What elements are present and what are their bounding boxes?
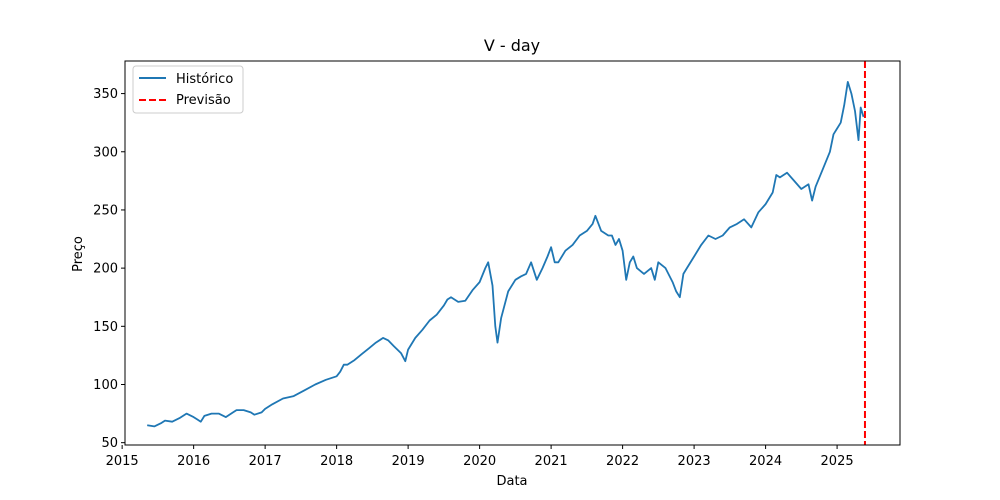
y-tick-label: 50	[101, 436, 118, 451]
chart-title: V - day	[484, 36, 540, 55]
x-tick-label: 2021	[535, 454, 568, 469]
x-tick-label: 2018	[320, 454, 353, 469]
x-tick-label: 2023	[678, 454, 711, 469]
y-tick-label: 250	[93, 203, 118, 218]
x-tick-label: 2024	[749, 454, 782, 469]
y-tick-label: 150	[93, 320, 118, 335]
x-tick-label: 2022	[606, 454, 639, 469]
series-line-historico	[147, 81, 865, 428]
plot-area	[147, 61, 866, 445]
legend-label-historico: Histórico	[176, 72, 233, 87]
y-tick-label: 300	[93, 145, 118, 160]
legend: Histórico Previsão	[132, 65, 244, 114]
x-tick-label: 2015	[106, 454, 139, 469]
y-axis: 50 100 150 200 250 300 350	[93, 87, 125, 451]
x-axis: 2015 2016 2017 2018 2019 2020 2021 2022 2023 2024…	[106, 445, 854, 469]
y-tick-label: 200	[93, 262, 118, 277]
y-tick-label: 350	[93, 87, 118, 102]
x-tick-label: 2025	[821, 454, 854, 469]
x-tick-label: 2017	[249, 454, 282, 469]
axes-frame	[124, 60, 901, 446]
y-tick-label: 100	[93, 378, 118, 393]
x-tick-label: 2020	[463, 454, 496, 469]
legend-label-previsao: Previsão	[176, 93, 231, 108]
y-axis-title: Preço	[71, 236, 86, 272]
x-tick-label: 2019	[392, 454, 425, 469]
x-axis-title: Data	[496, 474, 527, 489]
x-tick-label: 2016	[177, 454, 210, 469]
